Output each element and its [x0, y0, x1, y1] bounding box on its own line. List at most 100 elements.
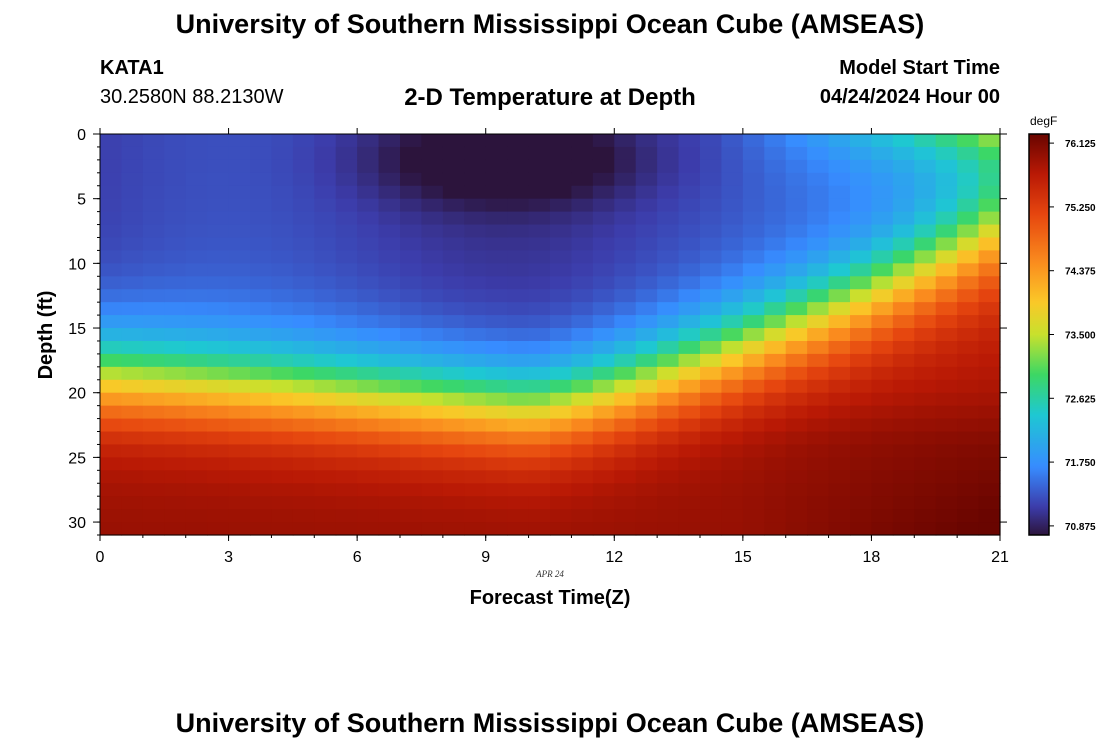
heatmap-cell [935, 276, 958, 290]
heatmap-cell [314, 470, 337, 484]
heatmap-cell [742, 172, 765, 187]
heatmap-cell [185, 302, 208, 316]
heatmap-cell [721, 250, 744, 264]
heatmap-cell [421, 366, 444, 381]
heatmap-cell [807, 289, 830, 303]
heatmap-cell [292, 431, 315, 446]
heatmap-cell [764, 431, 787, 446]
heatmap-cell [335, 353, 358, 368]
heatmap-cell [700, 134, 723, 148]
heatmap-cell [121, 470, 144, 484]
heatmap-cell [271, 250, 294, 264]
heatmap-cell [121, 340, 144, 355]
heatmap-cell [485, 431, 508, 446]
heatmap-cell [100, 457, 123, 471]
heatmap-cell [185, 263, 208, 277]
heatmap-cell [550, 237, 573, 252]
heatmap-cell [400, 134, 423, 148]
heatmap-cell [978, 289, 1001, 303]
heatmap-cell [678, 483, 701, 497]
heatmap-cell [914, 483, 937, 497]
heatmap-cell [742, 509, 765, 523]
heatmap-cell [142, 418, 165, 433]
heatmap-cell [207, 418, 230, 433]
x-tick-label: 0 [96, 549, 105, 566]
heatmap-cell [357, 250, 380, 264]
heatmap-cell [657, 185, 680, 200]
heatmap-cell [207, 185, 230, 200]
heatmap-cell [100, 289, 123, 303]
heatmap-cell [721, 328, 744, 342]
heatmap-cell [764, 237, 787, 252]
heatmap-cell [828, 483, 851, 497]
heatmap-cell [700, 496, 723, 510]
heatmap-cell [335, 198, 358, 213]
heatmap-cell [421, 353, 444, 368]
x-tick-label: 3 [224, 549, 233, 566]
heatmap-cell [528, 509, 551, 523]
heatmap-cell [657, 457, 680, 471]
heatmap-cell [785, 392, 808, 407]
heatmap-cell [528, 237, 551, 252]
heatmap-cell [207, 444, 230, 458]
heatmap-cell [335, 146, 358, 161]
heatmap-cell [978, 457, 1001, 471]
heatmap-cell [614, 328, 637, 342]
heatmap-cell [400, 366, 423, 381]
heatmap-cell [978, 224, 1001, 239]
heatmap-cell [957, 185, 980, 200]
heatmap-cell [164, 379, 187, 394]
heatmap-cell [592, 134, 615, 148]
heatmap-cell [550, 159, 573, 174]
heatmap-cell [721, 483, 744, 497]
heatmap-cell [507, 198, 530, 213]
heatmap-cell [914, 224, 937, 239]
heatmap-cell [550, 250, 573, 264]
heatmap-cell [421, 470, 444, 484]
heatmap-cell [528, 457, 551, 471]
heatmap-cell [742, 353, 765, 368]
heatmap-cell [335, 328, 358, 342]
heatmap-cell [957, 392, 980, 407]
heatmap-cell [142, 211, 165, 226]
heatmap-cell [721, 470, 744, 484]
heatmap-cell [807, 431, 830, 446]
heatmap-cell [378, 328, 401, 342]
heatmap-cell [592, 444, 615, 458]
heatmap-cell [464, 431, 487, 446]
heatmap-cell [250, 509, 273, 523]
heatmap-cell [871, 353, 894, 368]
heatmap-cell [550, 302, 573, 316]
heatmap-cell [935, 405, 958, 420]
heatmap-cell [121, 444, 144, 458]
heatmap-cell [978, 379, 1001, 394]
heatmap-cell [292, 250, 315, 264]
heatmap-cell [207, 315, 230, 329]
heatmap-cell [421, 302, 444, 316]
heatmap-cell [892, 340, 915, 355]
heatmap-cell [614, 211, 637, 226]
heatmap-cell [742, 315, 765, 329]
heatmap-cell [807, 146, 830, 161]
heatmap-cell [764, 522, 787, 536]
heatmap-cell [335, 470, 358, 484]
heatmap-cell [635, 328, 658, 342]
heatmap-cell [335, 418, 358, 433]
heatmap-cell [850, 366, 873, 381]
heatmap-cell [785, 444, 808, 458]
heatmap-cell [678, 146, 701, 161]
heatmap-cell [850, 418, 873, 433]
heatmap-cell [464, 483, 487, 497]
heatmap-cell [721, 405, 744, 420]
heatmap-cell [121, 237, 144, 252]
colorbar: 76.125 75.250 74.375 73.500 72.625 71.750 70.8… [1028, 133, 1096, 536]
y-tick-label: 30 [68, 515, 86, 532]
heatmap-cell [228, 250, 251, 264]
heatmap-cell [314, 483, 337, 497]
heatmap-cell [271, 444, 294, 458]
heatmap-cell [935, 134, 958, 148]
heatmap-cell [678, 172, 701, 187]
heatmap-cell [400, 315, 423, 329]
heatmap-cell [700, 457, 723, 471]
heatmap-cell [314, 172, 337, 187]
